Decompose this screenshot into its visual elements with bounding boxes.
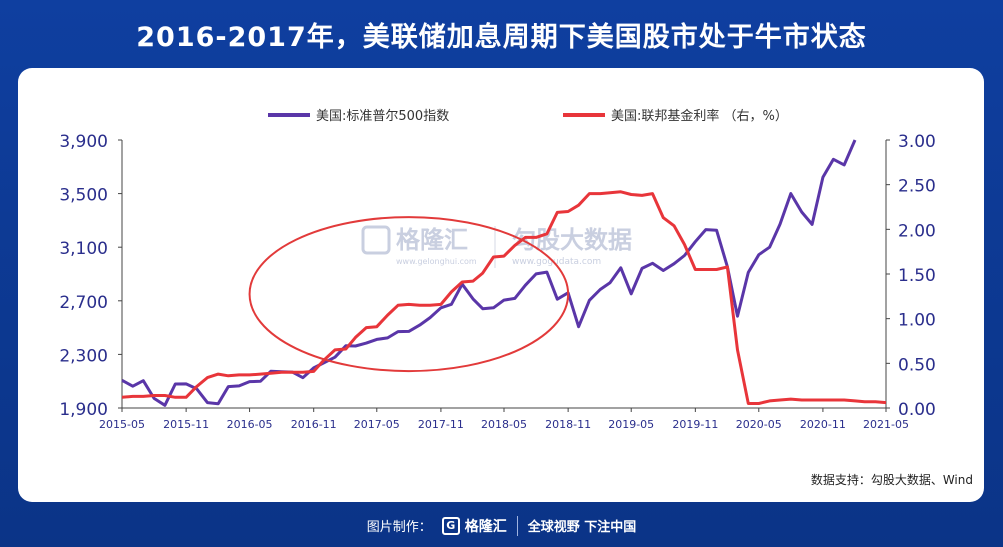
x-tick-label: 2020-05: [736, 418, 782, 431]
y-left-tick-label: 2,700: [59, 293, 108, 313]
source-note: 数据支持：勾股大数据、Wind: [811, 472, 973, 487]
x-tick-label: 2018-05: [481, 418, 527, 431]
y-left-tick-label: 3,900: [59, 132, 108, 152]
watermark-left-url: www.gelonghui.com: [396, 257, 477, 266]
legend-label-sp500: 美国:标准普尔500指数: [316, 109, 449, 124]
page-title: 2016-2017年，美联储加息周期下美国股市处于牛市状态: [136, 21, 867, 53]
y-right-tick-label: 0.50: [898, 355, 936, 375]
y-left-tick-label: 2,300: [59, 346, 108, 366]
y-left-tick-label: 1,900: [59, 400, 108, 420]
x-tick-label: 2015-05: [99, 418, 145, 431]
legend-label-fed-funds: 美国:联邦基金利率 （右，%）: [611, 108, 788, 124]
x-tick-label: 2017-11: [418, 418, 464, 431]
footer: 图片制作： G 格隆汇 全球视野 下注中国: [0, 504, 1003, 547]
annotation-ellipse: [248, 216, 570, 373]
footer-brand: 格隆汇: [464, 518, 507, 535]
x-tick-label: 2019-05: [608, 418, 654, 431]
y-right-tick-label: 3.00: [898, 132, 936, 152]
x-tick-label: 2016-05: [227, 418, 273, 431]
watermark-logo-icon: [361, 225, 391, 255]
chart-panel: 1,900 2,300 2,700 3,100 3,500 3,900 0.00 0.50 1.…: [18, 68, 984, 502]
footer-slogan: 全球视野 下注中国: [527, 520, 637, 535]
y-right-tick-label: 1.50: [898, 266, 936, 286]
footer-brand-logo: G 格隆汇: [441, 516, 507, 536]
footer-divider: [516, 515, 518, 536]
x-tick-label: 2021-05: [863, 418, 909, 431]
y-right-tick-label: 1.00: [898, 311, 936, 331]
y-right-tick-label: 0.00: [898, 400, 936, 420]
series-line-fed-funds: [121, 190, 887, 405]
x-tick-label: 2015-11: [163, 418, 209, 431]
x-tick-label: 2020-11: [800, 418, 846, 431]
brand-logo-icon: G: [441, 516, 460, 535]
watermark-left-brand: 格隆汇: [396, 226, 468, 254]
y-left-tick-label: 3,100: [59, 239, 108, 259]
watermark-right-url: www.gogudata.com: [512, 257, 601, 267]
footer-made-by: 图片制作：: [366, 520, 432, 535]
series-line-sp500: [121, 139, 857, 407]
y-right-tick-label: 2.00: [898, 221, 936, 241]
x-tick-label: 2016-11: [291, 418, 337, 431]
watermark-right-brand: 勾股大数据: [512, 226, 632, 254]
x-tick-label: 2019-11: [672, 418, 718, 431]
y-left-tick-label: 3,500: [59, 186, 108, 206]
chart-svg: 1,900 2,300 2,700 3,100 3,500 3,900 0.00 0.50 1.…: [59, 108, 973, 487]
x-tick-label: 2018-11: [545, 418, 591, 431]
y-right-tick-label: 2.50: [898, 177, 936, 197]
x-tick-label: 2017-05: [354, 418, 400, 431]
